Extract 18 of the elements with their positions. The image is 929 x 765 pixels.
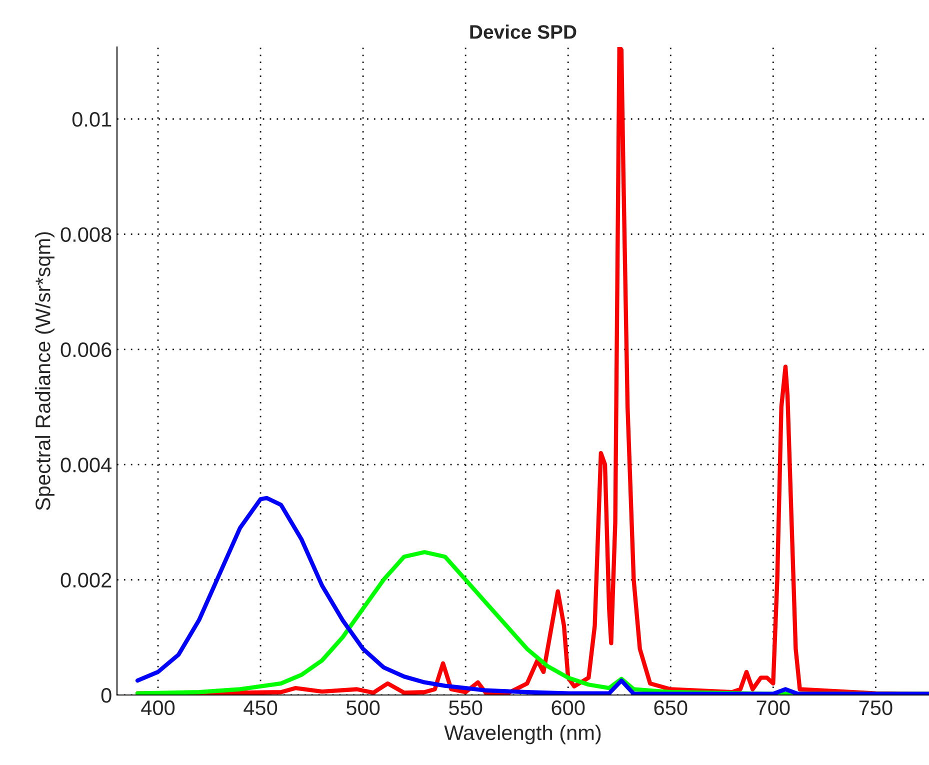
chart-title: Device SPD [470,24,576,39]
x-tick-label: 600 [552,700,585,716]
x-tick-label: 450 [244,700,278,716]
x-tick-label: 550 [449,700,482,716]
x-tick-label: 700 [756,700,790,716]
x-tick-label: 400 [141,700,175,716]
y-tick-label: 0.004 [60,458,112,472]
y-tick-label: 0 [101,688,112,703]
x-tick-label: 500 [346,700,380,716]
x-tick-label: 650 [654,700,688,716]
x-axis-title: Wavelength (nm) [444,724,601,744]
y-tick-label: 0.01 [72,112,112,127]
y-tick-label: 0.002 [60,572,112,588]
line-series [135,496,929,695]
y-axis-title: Spectral Radiance (W/sr*sqm) [35,232,54,510]
y-tick-label: 0.006 [60,342,112,358]
y-tick-label: 0.008 [60,227,112,242]
x-tick-label: 750 [859,700,892,716]
